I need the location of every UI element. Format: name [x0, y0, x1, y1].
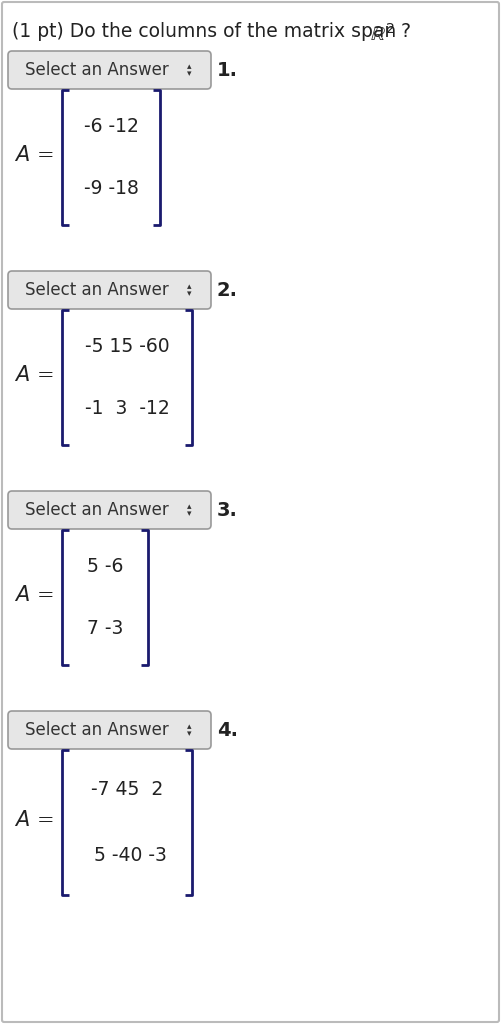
Text: 7 -3: 7 -3 [87, 620, 123, 638]
Text: ▾: ▾ [187, 290, 191, 299]
Text: 5 -40 -3: 5 -40 -3 [88, 847, 166, 865]
Text: 3.: 3. [217, 501, 238, 519]
Text: $A$ =: $A$ = [14, 810, 54, 830]
Text: 1.: 1. [217, 60, 238, 80]
Text: ▾: ▾ [187, 729, 191, 738]
Text: -1  3  -12: -1 3 -12 [85, 399, 169, 418]
Text: ▴: ▴ [187, 723, 191, 731]
Text: 4.: 4. [217, 721, 238, 739]
Text: ▾: ▾ [187, 70, 191, 79]
Text: ▴: ▴ [187, 283, 191, 292]
Text: Select an Answer: Select an Answer [25, 721, 169, 739]
Text: ▾: ▾ [187, 510, 191, 518]
Text: $A$ =: $A$ = [14, 145, 54, 165]
FancyBboxPatch shape [8, 271, 211, 309]
Text: 2.: 2. [217, 281, 238, 299]
Text: Select an Answer: Select an Answer [25, 281, 169, 299]
Text: $\mathbb{R}^2$: $\mathbb{R}^2$ [370, 23, 394, 45]
Text: (1 pt) Do the columns of the matrix span: (1 pt) Do the columns of the matrix span [12, 22, 402, 41]
Text: -5 15 -60: -5 15 -60 [85, 337, 169, 356]
Text: -9 -18: -9 -18 [84, 179, 138, 198]
Text: $A$ =: $A$ = [14, 585, 54, 605]
Text: -6 -12: -6 -12 [84, 117, 138, 136]
Text: ▴: ▴ [187, 503, 191, 512]
Text: 5 -6: 5 -6 [87, 557, 123, 575]
FancyBboxPatch shape [8, 51, 211, 89]
Text: -7 45  2: -7 45 2 [91, 779, 163, 799]
FancyBboxPatch shape [8, 490, 211, 529]
FancyBboxPatch shape [8, 711, 211, 749]
Text: ▴: ▴ [187, 62, 191, 72]
Text: Select an Answer: Select an Answer [25, 501, 169, 519]
Text: ?: ? [395, 22, 411, 41]
Text: Select an Answer: Select an Answer [25, 61, 169, 79]
Text: $A$ =: $A$ = [14, 365, 54, 385]
